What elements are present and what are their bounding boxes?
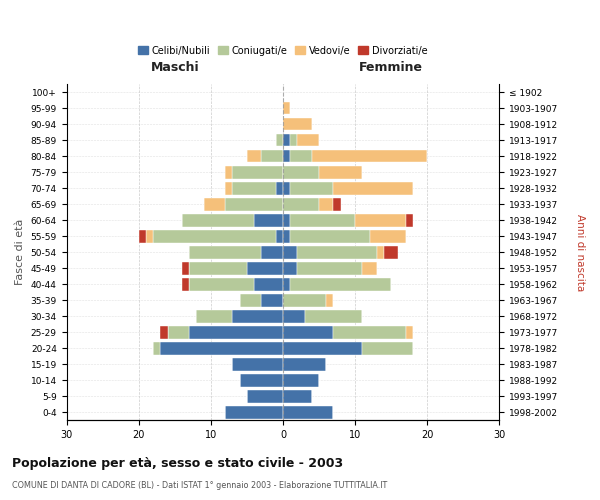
Bar	[276, 134, 283, 146]
Bar	[406, 214, 413, 226]
Bar	[312, 150, 427, 162]
Bar	[276, 230, 283, 242]
Bar	[283, 182, 290, 194]
Text: Femmine: Femmine	[359, 62, 423, 74]
Bar	[189, 262, 247, 274]
Bar	[283, 326, 334, 338]
Y-axis label: Fasce di età: Fasce di età	[15, 219, 25, 286]
Bar	[232, 166, 283, 178]
Bar	[262, 246, 283, 258]
Bar	[146, 230, 153, 242]
Bar	[283, 214, 290, 226]
Bar	[334, 182, 413, 194]
Bar	[283, 230, 290, 242]
Bar	[225, 406, 283, 418]
Bar	[290, 278, 391, 290]
Bar	[283, 294, 326, 306]
Bar	[239, 374, 283, 386]
Bar	[262, 294, 283, 306]
Bar	[283, 150, 290, 162]
Bar	[189, 326, 283, 338]
Bar	[362, 262, 377, 274]
Bar	[232, 182, 276, 194]
Bar	[283, 262, 298, 274]
Bar	[298, 246, 377, 258]
Bar	[189, 278, 254, 290]
Bar	[384, 246, 398, 258]
Bar	[182, 262, 189, 274]
Bar	[283, 358, 326, 370]
Text: Popolazione per età, sesso e stato civile - 2003: Popolazione per età, sesso e stato civil…	[12, 458, 343, 470]
Y-axis label: Anni di nascita: Anni di nascita	[575, 214, 585, 291]
Bar	[283, 134, 290, 146]
Bar	[283, 118, 312, 130]
Bar	[298, 262, 362, 274]
Bar	[247, 150, 262, 162]
Bar	[377, 246, 384, 258]
Bar	[283, 102, 290, 114]
Bar	[334, 198, 341, 210]
Bar	[153, 342, 160, 354]
Bar	[290, 134, 298, 146]
Bar	[283, 246, 298, 258]
Bar	[232, 358, 283, 370]
Bar	[290, 214, 355, 226]
Bar	[262, 150, 283, 162]
Bar	[139, 230, 146, 242]
Bar	[153, 230, 276, 242]
Bar	[225, 182, 232, 194]
Text: Maschi: Maschi	[151, 62, 199, 74]
Bar	[225, 198, 283, 210]
Bar	[196, 310, 232, 322]
Bar	[290, 182, 334, 194]
Bar	[283, 198, 319, 210]
Bar	[283, 342, 362, 354]
Bar	[160, 326, 167, 338]
Bar	[319, 198, 334, 210]
Bar	[283, 374, 319, 386]
Bar	[305, 310, 362, 322]
Bar	[254, 214, 283, 226]
Bar	[319, 166, 362, 178]
Bar	[283, 166, 319, 178]
Bar	[182, 214, 254, 226]
Bar	[370, 230, 406, 242]
Bar	[225, 166, 232, 178]
Bar	[283, 278, 290, 290]
Bar	[232, 310, 283, 322]
Bar	[254, 278, 283, 290]
Bar	[355, 214, 406, 226]
Bar	[203, 198, 225, 210]
Bar	[247, 262, 283, 274]
Bar	[298, 134, 319, 146]
Bar	[239, 294, 262, 306]
Bar	[406, 326, 413, 338]
Bar	[283, 406, 334, 418]
Bar	[189, 246, 262, 258]
Bar	[326, 294, 334, 306]
Bar	[283, 310, 305, 322]
Bar	[362, 342, 413, 354]
Bar	[160, 342, 283, 354]
Bar	[182, 278, 189, 290]
Bar	[247, 390, 283, 402]
Bar	[334, 326, 406, 338]
Bar	[276, 182, 283, 194]
Bar	[283, 390, 312, 402]
Bar	[290, 150, 312, 162]
Bar	[167, 326, 189, 338]
Bar	[290, 230, 370, 242]
Text: COMUNE DI DANTA DI CADORE (BL) - Dati ISTAT 1° gennaio 2003 - Elaborazione TUTTI: COMUNE DI DANTA DI CADORE (BL) - Dati IS…	[12, 480, 387, 490]
Legend: Celibi/Nubili, Coniugati/e, Vedovi/e, Divorziati/e: Celibi/Nubili, Coniugati/e, Vedovi/e, Di…	[134, 42, 431, 60]
